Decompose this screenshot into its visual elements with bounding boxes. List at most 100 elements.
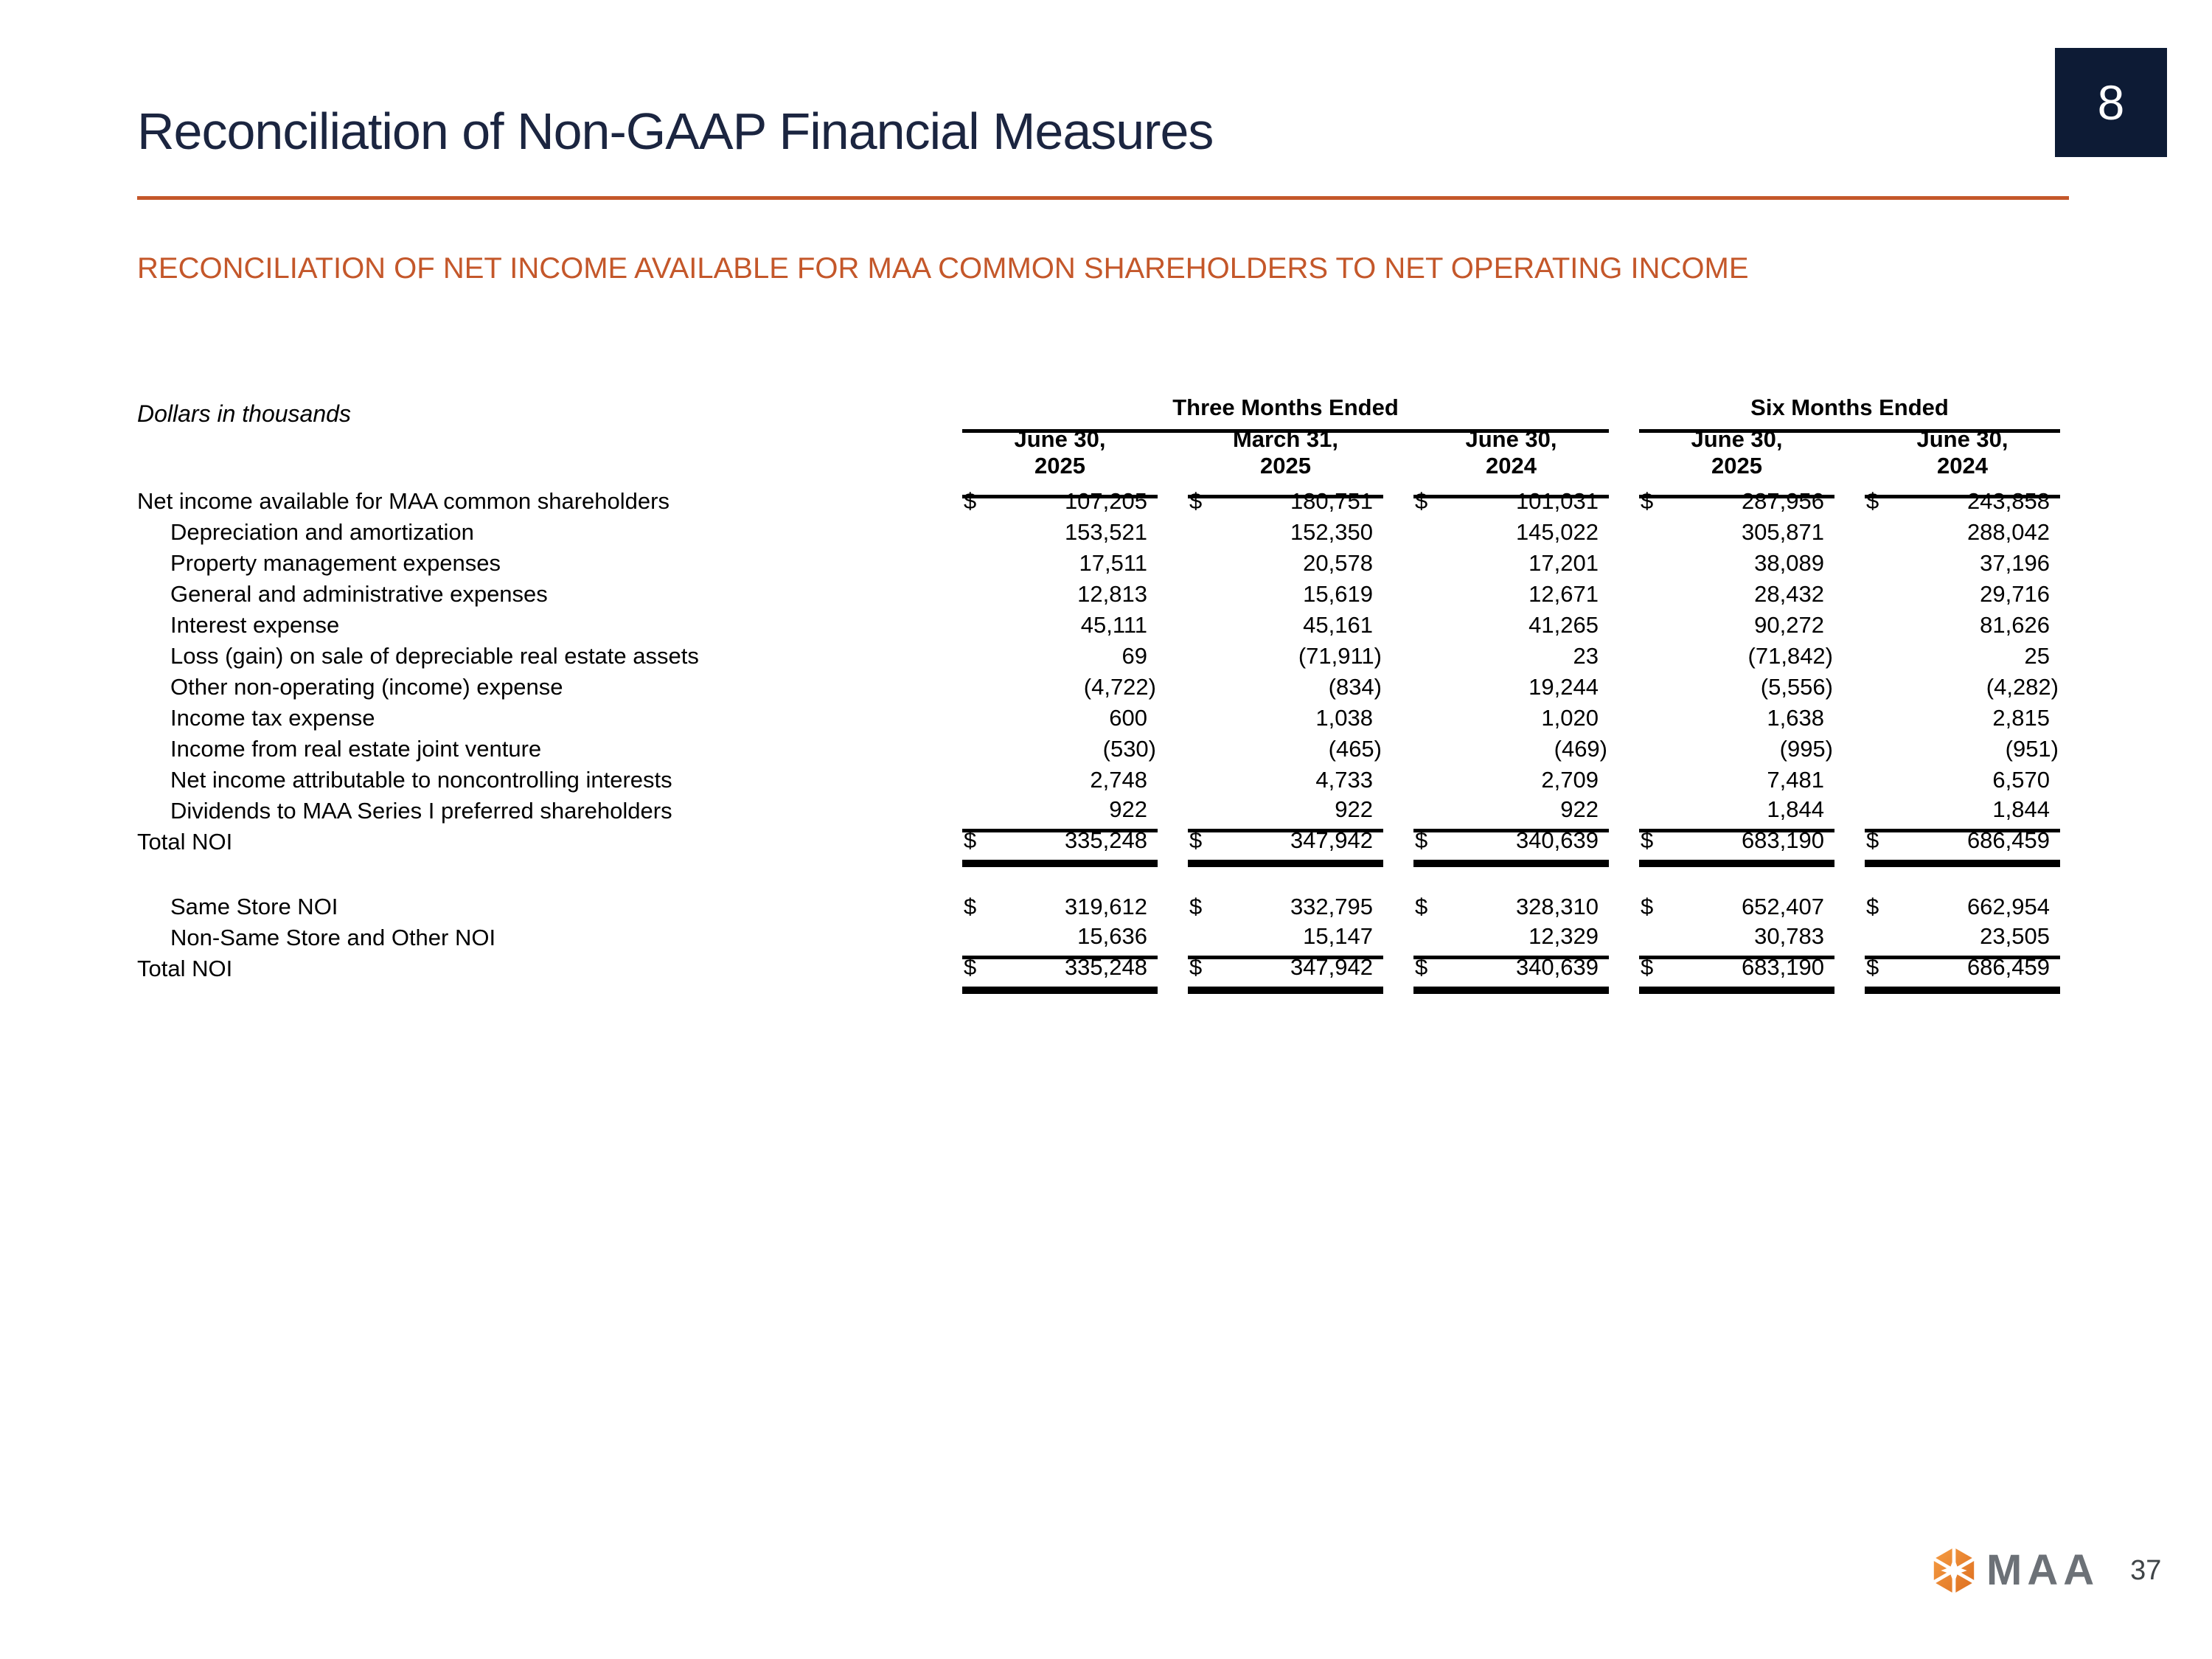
value: 2,709 [1541, 767, 1599, 793]
value: 69 [1121, 643, 1147, 669]
value: 15,619 [1303, 581, 1373, 607]
value-cell: 305,871 [1639, 517, 1834, 548]
value-cell: 38,089 [1639, 548, 1834, 579]
value: 153,521 [1064, 519, 1147, 545]
value: (4,282) [1986, 674, 2059, 700]
column-group-header: Six Months Ended [1639, 396, 2060, 433]
value: (71,842) [1747, 643, 1833, 669]
value: 107,205 [1064, 488, 1147, 514]
value: 662,954 [1966, 894, 2050, 919]
value: 1,020 [1541, 705, 1599, 731]
value-cell: (465) [1188, 734, 1383, 765]
table-row: Net income attributable to noncontrollin… [137, 765, 2062, 796]
value-cell: 1,638 [1639, 703, 1834, 734]
value: 1,638 [1767, 705, 1824, 731]
dollar-sign: $ [1189, 827, 1203, 853]
dollar-sign: $ [1866, 953, 1879, 980]
value-cell: 2,709 [1413, 765, 1609, 796]
column-header-month: June 30, [1691, 426, 1783, 452]
value-cell: 15,636 [962, 921, 1158, 959]
value: (995) [1779, 736, 1833, 762]
value-cell: $347,942 [1188, 825, 1383, 867]
dollar-sign: $ [1189, 894, 1203, 919]
value: 81,626 [1980, 612, 2050, 638]
row-label: Dividends to MAA Series I preferred shar… [170, 798, 672, 824]
value-cell: (71,842) [1639, 641, 1834, 672]
value-cell: 153,521 [962, 517, 1158, 548]
dollar-sign: $ [1415, 488, 1428, 514]
row-label: Other non-operating (income) expense [170, 674, 563, 700]
dollar-sign: $ [1641, 827, 1654, 853]
column-header-year: 2025 [1034, 453, 1085, 479]
value: 7,481 [1767, 767, 1824, 793]
value: (465) [1328, 736, 1382, 762]
row-label: General and administrative expenses [170, 581, 548, 607]
value-cell: 25 [1865, 641, 2060, 672]
value-cell: 90,272 [1639, 610, 1834, 641]
value-cell: 81,626 [1865, 610, 2060, 641]
value: 101,031 [1515, 488, 1599, 514]
value: 922 [1109, 796, 1147, 822]
value-cell: $340,639 [1413, 825, 1609, 867]
value-cell: $180,751 [1188, 486, 1383, 517]
value: 328,310 [1515, 894, 1599, 919]
dollar-sign: $ [1415, 953, 1428, 980]
value: 37,196 [1980, 550, 2050, 576]
table-header-groups: Dollars in thousands Three Months Ended Si… [137, 396, 2062, 433]
maa-logo-text: MAA [1986, 1546, 2100, 1594]
column-header-month: June 30, [1014, 426, 1106, 452]
value: 30,783 [1754, 922, 1824, 949]
value: 12,813 [1077, 581, 1147, 607]
value-cell: (834) [1188, 672, 1383, 703]
row-label: Non-Same Store and Other NOI [170, 925, 496, 950]
value: 686,459 [1966, 953, 2050, 980]
table-header-dates: June 30, 2025 March 31, 2025 June 30, 2024 Jun… [137, 420, 2062, 498]
value: 25 [2024, 643, 2050, 669]
value: (5,556) [1760, 674, 1833, 700]
column-header-year: 2025 [1260, 453, 1311, 479]
value-cell: 12,813 [962, 579, 1158, 610]
value: (834) [1328, 674, 1382, 700]
value: 6,570 [1992, 767, 2050, 793]
value: 23,505 [1980, 922, 2050, 949]
value: 152,350 [1290, 519, 1373, 545]
value-cell: 2,815 [1865, 703, 2060, 734]
value-cell: 29,716 [1865, 579, 2060, 610]
value: 288,042 [1966, 519, 2050, 545]
section-heading: RECONCILIATION OF NET INCOME AVAILABLE F… [137, 252, 1749, 285]
value-cell: (4,282) [1865, 672, 2060, 703]
value: 683,190 [1741, 953, 1824, 980]
value-cell: 922 [962, 794, 1158, 832]
value: 683,190 [1741, 827, 1824, 853]
table-row: Property management expenses 17,511 20,578… [137, 548, 2062, 579]
footer: MAA 37 [1929, 1545, 2161, 1596]
value-cell: 69 [962, 641, 1158, 672]
table-row: Non-Same Store and Other NOI 15,636 15,147… [137, 922, 2062, 959]
value: 287,956 [1741, 488, 1824, 514]
column-header-year: 2024 [1937, 453, 1988, 479]
dollar-sign: $ [1189, 953, 1203, 980]
table-row: Same Store NOI $319,612 $332,795 $328,310 $6… [137, 891, 2062, 922]
row-label: Net income attributable to noncontrollin… [170, 767, 672, 793]
value-cell: (5,556) [1639, 672, 1834, 703]
column-header: June 30, 2024 [1413, 420, 1609, 498]
value-cell: $662,954 [1865, 891, 2060, 922]
value-cell: $335,248 [962, 952, 1158, 994]
value: 686,459 [1966, 827, 2050, 853]
value-cell: $243,858 [1865, 486, 2060, 517]
table-row: Income tax expense 600 1,038 1,020 1,638 2,81… [137, 703, 2062, 734]
value: 335,248 [1064, 953, 1147, 980]
value-cell: (995) [1639, 734, 1834, 765]
value-cell: 1,844 [1865, 794, 2060, 832]
value: 12,329 [1528, 922, 1599, 949]
value: (530) [1102, 736, 1156, 762]
row-label: Total NOI [137, 956, 233, 981]
page-title: Reconciliation of Non-GAAP Financial Mea… [137, 102, 1214, 160]
value-cell: 45,161 [1188, 610, 1383, 641]
dollar-sign: $ [1415, 894, 1428, 919]
value-cell: (951) [1865, 734, 2060, 765]
dollar-sign: $ [1641, 953, 1654, 980]
value: (469) [1554, 736, 1607, 762]
dollar-sign: $ [1866, 488, 1879, 514]
